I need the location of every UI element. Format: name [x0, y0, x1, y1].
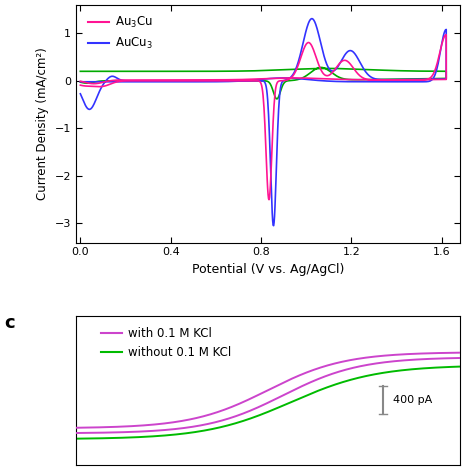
- Text: c: c: [5, 313, 15, 331]
- X-axis label: Potential (V vs. Ag/AgCl): Potential (V vs. Ag/AgCl): [191, 263, 344, 276]
- Y-axis label: Current Density (mA/cm²): Current Density (mA/cm²): [36, 47, 49, 200]
- Legend: with 0.1 M KCl, without 0.1 M KCl: with 0.1 M KCl, without 0.1 M KCl: [97, 323, 235, 362]
- Text: 400 pA: 400 pA: [392, 395, 432, 405]
- Legend: Au$_3$Cu, AuCu$_3$: Au$_3$Cu, AuCu$_3$: [86, 13, 155, 54]
